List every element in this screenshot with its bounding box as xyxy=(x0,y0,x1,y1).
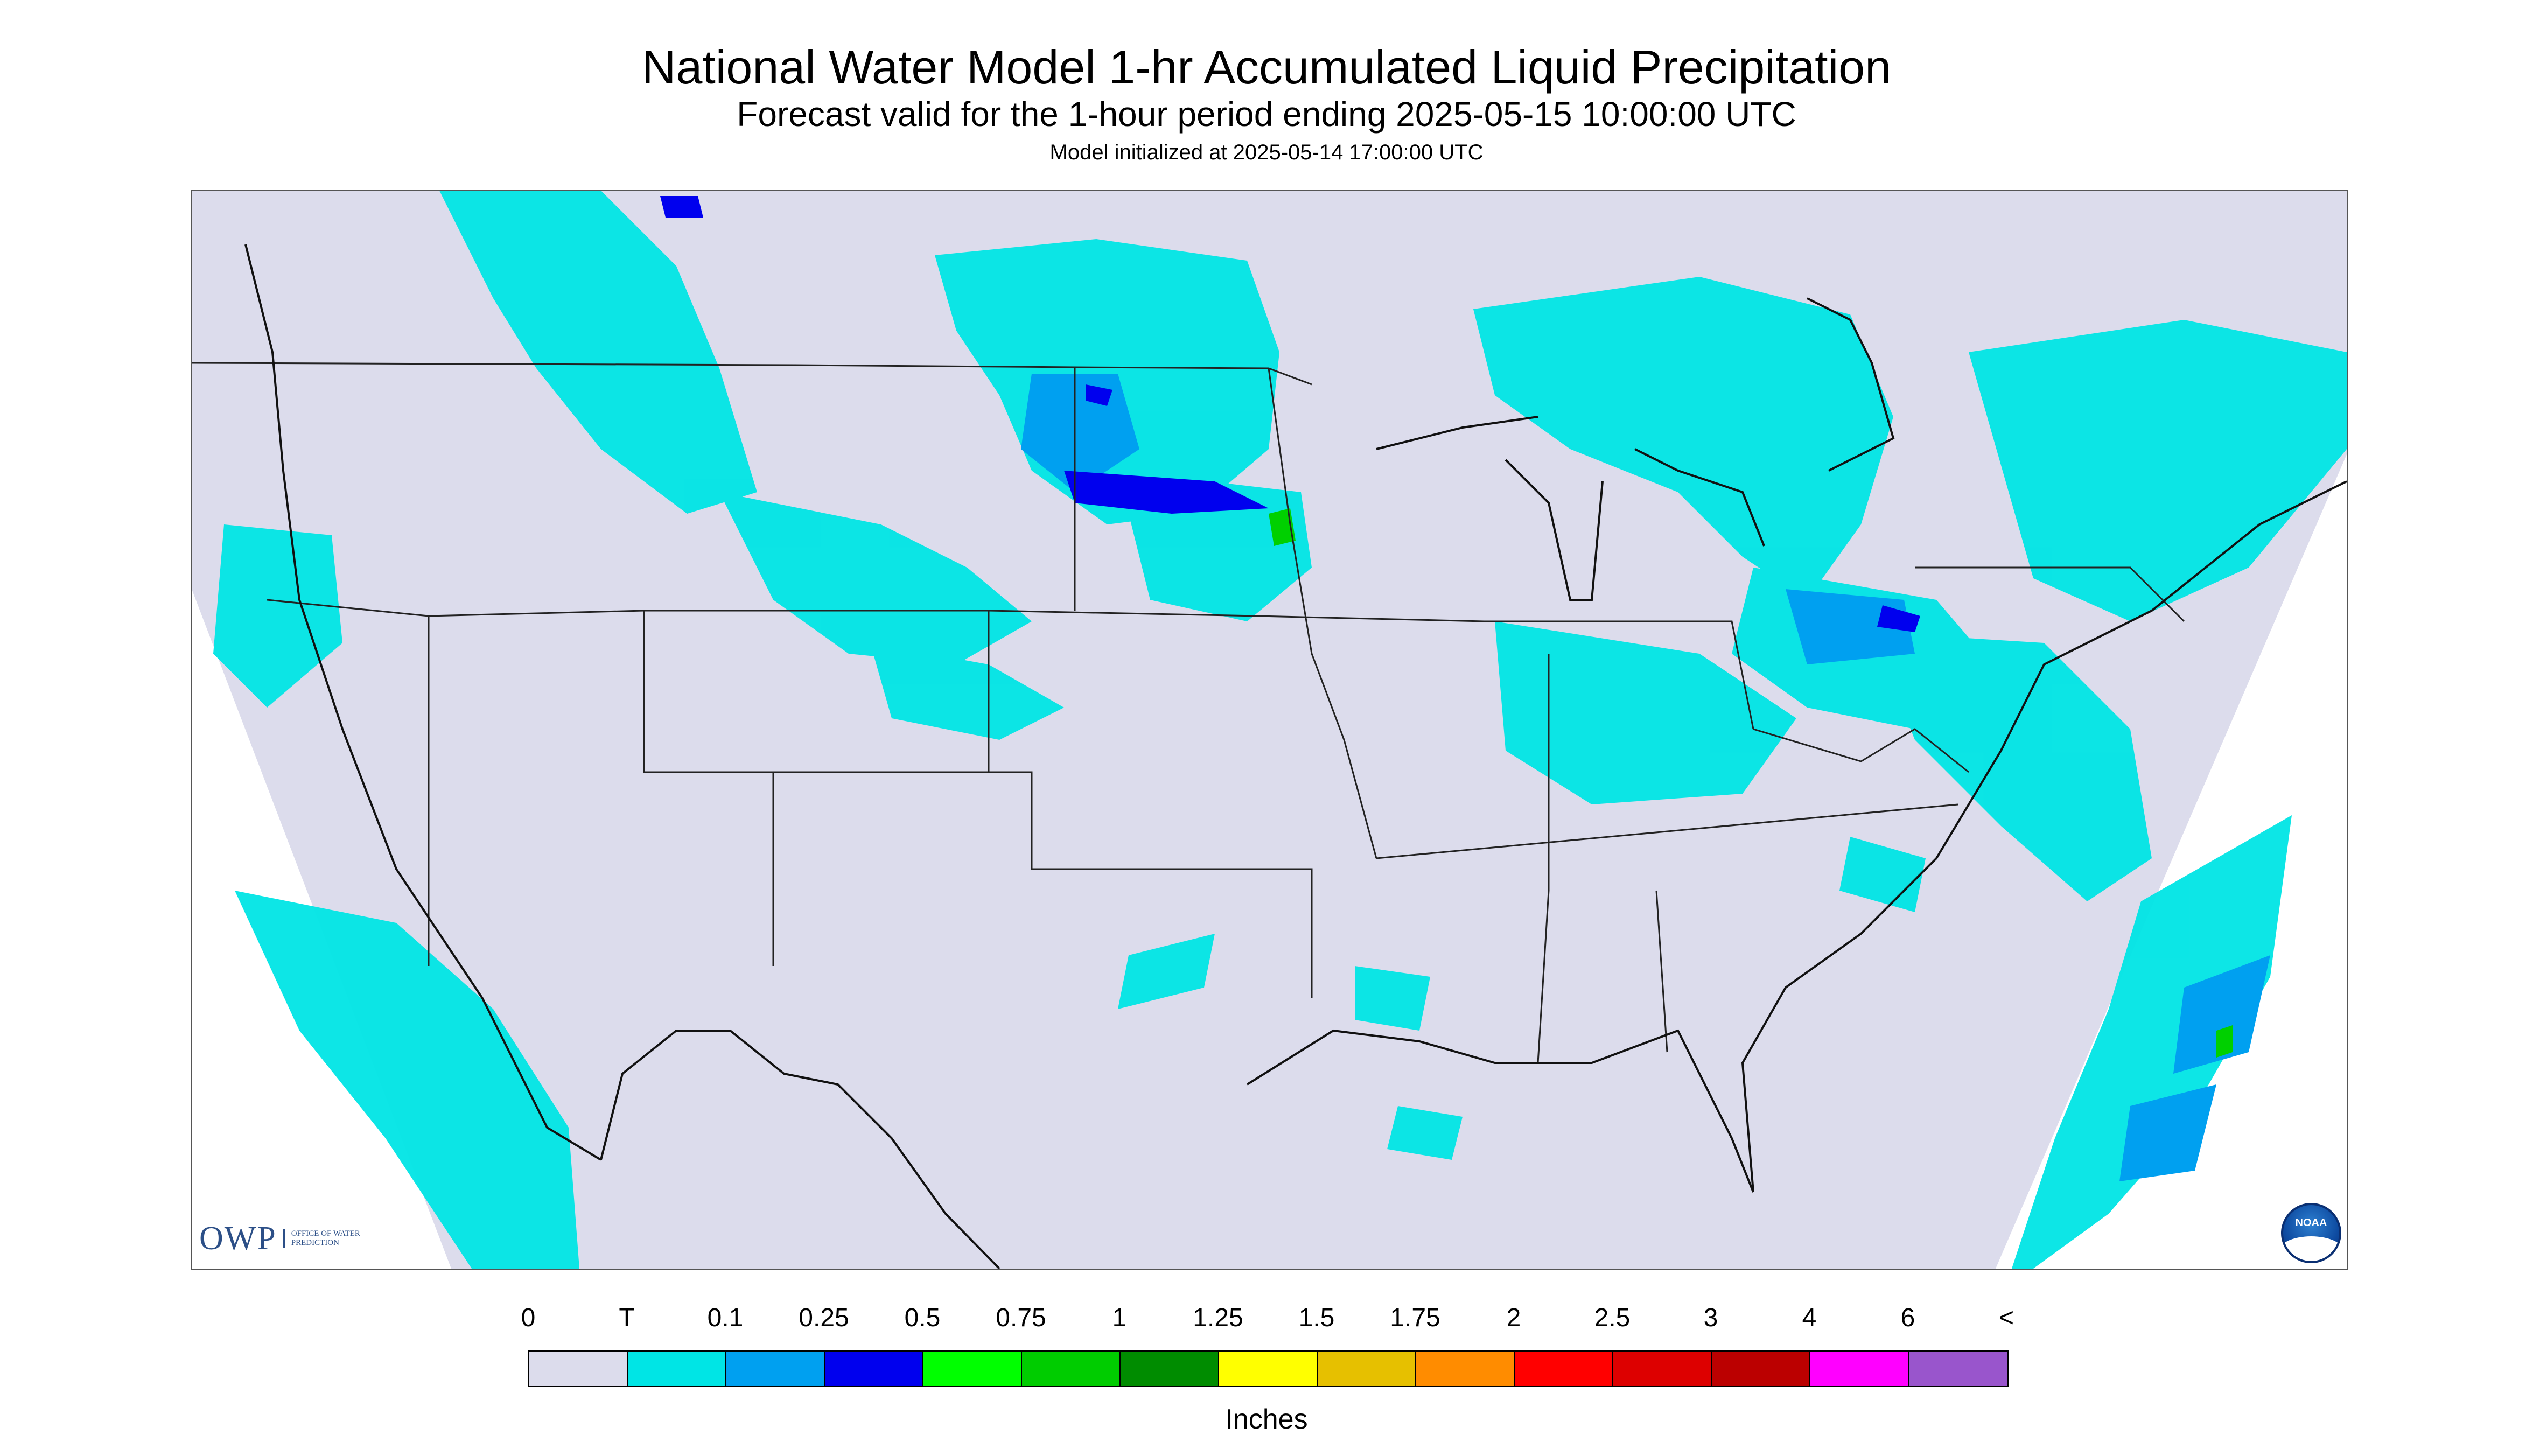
legend-label: 0 xyxy=(521,1304,536,1332)
legend-label: 0.25 xyxy=(799,1304,849,1332)
precip-light-areas xyxy=(1021,374,2270,1181)
precip-moderate-areas xyxy=(660,196,1920,632)
owp-logo: OWP Office of Water Prediction xyxy=(199,1219,372,1258)
legend-color-bar xyxy=(528,1350,2009,1387)
legend-label: 2.5 xyxy=(1594,1304,1631,1332)
legend-swatch xyxy=(726,1352,825,1386)
legend-swatch xyxy=(628,1352,726,1386)
legend-label: < xyxy=(1998,1304,2014,1332)
noaa-logo: NOAA xyxy=(2281,1203,2341,1263)
legend-swatch xyxy=(825,1352,923,1386)
legend-swatch xyxy=(1219,1352,1318,1386)
model-init-text: Model initialized at 2025-05-14 17:00:00… xyxy=(1049,141,1484,164)
legend-swatch xyxy=(1613,1352,1712,1386)
legend-swatch xyxy=(1022,1352,1121,1386)
legend-label: 3 xyxy=(1703,1304,1718,1332)
legend-label: 4 xyxy=(1802,1304,1817,1332)
legend-label: 0.75 xyxy=(996,1304,1046,1332)
legend-labels: 0 T 0.1 0.25 0.5 0.75 1 1.25 1.5 1.75 2 2.5 3 4 6 < xyxy=(521,1303,2014,1335)
legend-label: 1 xyxy=(1112,1304,1127,1332)
legend-swatch xyxy=(1712,1352,1810,1386)
precipitation-map xyxy=(191,190,2348,1270)
legend-label: 1.5 xyxy=(1298,1304,1335,1332)
map-title: National Water Model 1-hr Accumulated Li… xyxy=(641,40,1892,94)
legend-label: 1.75 xyxy=(1390,1304,1440,1332)
precip-trace-areas xyxy=(213,191,2347,1269)
owp-logo-subtext: Office of Water Prediction xyxy=(283,1229,372,1248)
legend-swatch xyxy=(1318,1352,1416,1386)
legend-label: 1.25 xyxy=(1193,1304,1243,1332)
map-canvas xyxy=(192,191,2347,1269)
legend-label: 6 xyxy=(1900,1304,1915,1332)
legend-swatch xyxy=(529,1352,628,1386)
legend-label: 0.5 xyxy=(904,1304,941,1332)
map-subtitle: Forecast valid for the 1-hour period end… xyxy=(737,95,1796,134)
legend-swatch xyxy=(1810,1352,1909,1386)
legend-swatch xyxy=(1909,1352,2007,1386)
owp-logo-text: OWP xyxy=(199,1220,277,1257)
legend-label: T xyxy=(619,1304,635,1332)
legend-swatch xyxy=(923,1352,1022,1386)
legend-swatch xyxy=(1416,1352,1515,1386)
legend-label: 0.1 xyxy=(707,1304,744,1332)
state-boundaries xyxy=(192,362,2185,1063)
coastline xyxy=(244,244,2347,1269)
legend-label: 2 xyxy=(1506,1304,1521,1332)
legend-swatch xyxy=(1515,1352,1613,1386)
legend-swatch xyxy=(1121,1352,1219,1386)
noaa-logo-text: NOAA xyxy=(2295,1217,2327,1229)
legend-units: Inches xyxy=(1225,1404,1308,1435)
